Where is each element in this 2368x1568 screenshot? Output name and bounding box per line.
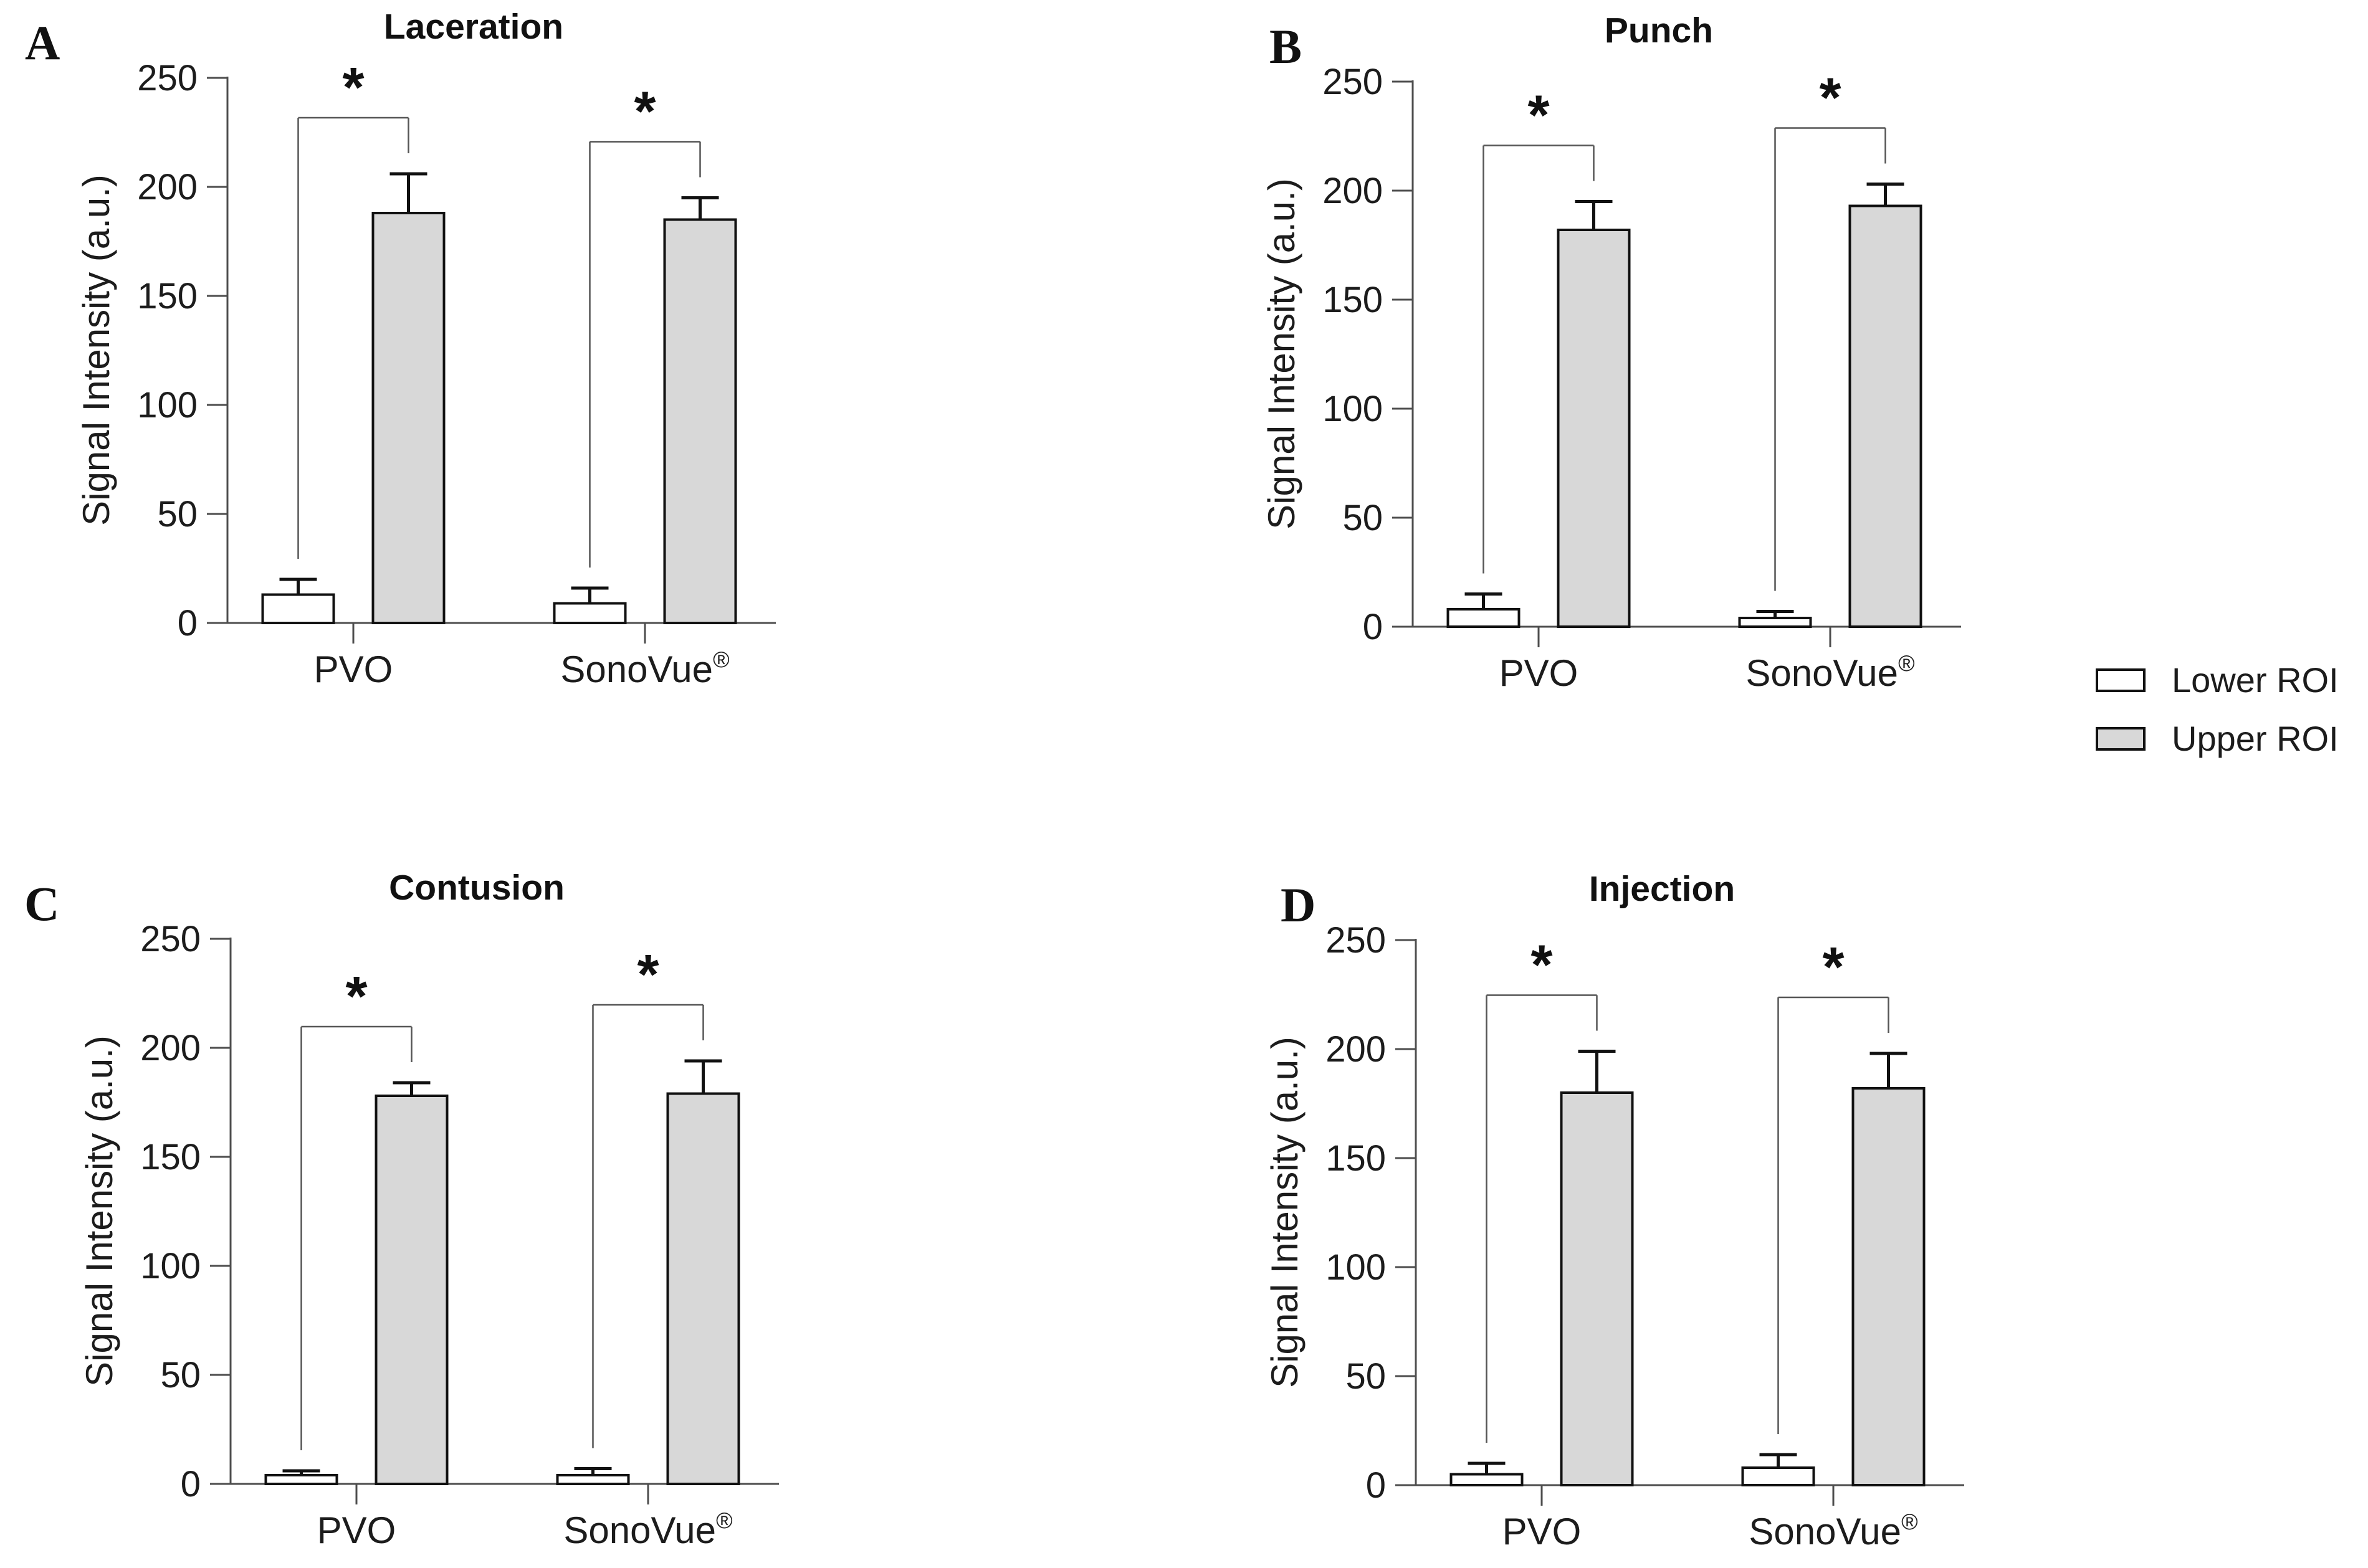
panel-letter: B bbox=[1269, 19, 1302, 74]
x-category-label: PVO bbox=[1502, 1511, 1582, 1552]
chart-laceration: A Laceration 0 50 100 150 200 250 Signal Intensi… bbox=[25, 7, 776, 690]
y-tick-label: 250 bbox=[1322, 62, 1383, 102]
y-tick-label: 0 bbox=[1363, 607, 1383, 647]
panel-title: Laceration bbox=[384, 7, 563, 47]
bar-lower-roi bbox=[1449, 1473, 1524, 1486]
y-tick-label: 0 bbox=[1366, 1465, 1386, 1506]
legend-swatch-lower-roi bbox=[2096, 668, 2146, 692]
x-category-label: PVO bbox=[1499, 652, 1578, 694]
significance-asterisk: * bbox=[342, 57, 364, 119]
bar-upper-roi bbox=[666, 1092, 740, 1485]
significance-asterisk: * bbox=[345, 966, 367, 1028]
significance-asterisk: * bbox=[1822, 936, 1844, 999]
chart-injection: D Injection 0 50 100 150 200 250 Signal Intensit… bbox=[1264, 869, 1964, 1552]
legend-item-lower-roi: Lower ROI bbox=[2096, 662, 2339, 699]
panel-title: Punch bbox=[1605, 11, 1713, 50]
legend-label-upper-roi: Upper ROI bbox=[2172, 719, 2339, 758]
y-tick-label: 100 bbox=[1325, 1247, 1386, 1288]
y-tick-label: 100 bbox=[140, 1246, 201, 1286]
bar-lower-roi bbox=[1741, 1466, 1815, 1486]
y-tick-label: 100 bbox=[1322, 389, 1383, 429]
significance-asterisk: * bbox=[637, 944, 659, 1006]
bar-upper-roi bbox=[1848, 204, 1922, 628]
significance-asterisk: * bbox=[1527, 85, 1549, 147]
panel-laceration: A Laceration 0 50 100 150 200 250 Signal Intensi… bbox=[0, 0, 904, 723]
significance-asterisk: * bbox=[634, 81, 656, 143]
bar-lower-roi bbox=[261, 593, 335, 624]
y-tick-label: 200 bbox=[1322, 171, 1383, 211]
x-category-label: SonoVue® bbox=[563, 1508, 732, 1551]
y-axis-label: Signal Intensity (a.u.) bbox=[1264, 1037, 1306, 1388]
bar-lower-roi bbox=[264, 1474, 338, 1485]
bar-lower-roi bbox=[1446, 608, 1521, 628]
bar-upper-roi bbox=[371, 212, 446, 624]
significance-asterisk: * bbox=[1819, 67, 1841, 130]
y-axis-label: Signal Intensity (a.u.) bbox=[79, 1035, 120, 1387]
y-tick-label: 200 bbox=[137, 167, 198, 207]
panel-letter: D bbox=[1281, 878, 1315, 932]
y-tick-label: 150 bbox=[1325, 1138, 1386, 1179]
y-axis-label: Signal Intensity (a.u.) bbox=[1261, 178, 1302, 530]
panel-injection: D Injection 0 50 100 150 200 250 Signal Intensit… bbox=[1188, 862, 2092, 1568]
chart-contusion: C Contusion 0 50 100 150 200 250 Signal Intensit… bbox=[24, 868, 779, 1551]
x-category-label: PVO bbox=[317, 1509, 396, 1551]
panel-letter: A bbox=[25, 16, 60, 70]
panel-title: Injection bbox=[1589, 869, 1735, 909]
legend: Lower ROI Upper ROI bbox=[2096, 662, 2339, 758]
y-tick-label: 150 bbox=[1322, 280, 1383, 320]
y-tick-label: 50 bbox=[157, 494, 198, 535]
y-tick-label: 50 bbox=[1345, 1356, 1386, 1397]
y-axis-label: Signal Intensity (a.u.) bbox=[75, 174, 117, 526]
bar-upper-roi bbox=[375, 1095, 449, 1485]
y-tick-label: 250 bbox=[1325, 920, 1386, 961]
bar-upper-roi bbox=[663, 218, 737, 624]
panel-punch: B Punch 0 50 100 150 200 250 Signal Intensity (a… bbox=[1185, 4, 2089, 726]
y-tick-label: 200 bbox=[140, 1028, 201, 1068]
x-category-label: SonoVue® bbox=[560, 647, 729, 690]
y-tick-label: 100 bbox=[137, 385, 198, 425]
y-tick-label: 0 bbox=[181, 1464, 201, 1504]
y-tick-label: 50 bbox=[1342, 498, 1383, 538]
bar-lower-roi bbox=[553, 602, 627, 624]
x-category-label: SonoVue® bbox=[1745, 650, 1914, 694]
bar-upper-roi bbox=[1560, 1091, 1634, 1486]
legend-swatch-upper-roi bbox=[2096, 727, 2146, 751]
bar-upper-roi bbox=[1851, 1087, 1926, 1486]
y-tick-label: 150 bbox=[137, 276, 198, 316]
x-category-label: PVO bbox=[314, 649, 393, 690]
legend-item-upper-roi: Upper ROI bbox=[2096, 720, 2339, 758]
y-tick-label: 150 bbox=[140, 1137, 201, 1177]
significance-asterisk: * bbox=[1530, 934, 1552, 997]
x-category-label: SonoVue® bbox=[1749, 1509, 1917, 1552]
chart-punch: B Punch 0 50 100 150 200 250 Signal Intensity (a… bbox=[1261, 11, 1961, 694]
y-tick-label: 0 bbox=[178, 603, 198, 644]
panel-title: Contusion bbox=[389, 868, 565, 908]
bar-lower-roi bbox=[1738, 617, 1812, 628]
y-tick-label: 50 bbox=[160, 1355, 201, 1395]
bar-upper-roi bbox=[1557, 229, 1631, 628]
bar-lower-roi bbox=[556, 1474, 630, 1485]
y-tick-label: 250 bbox=[140, 919, 201, 959]
y-tick-label: 250 bbox=[137, 58, 198, 98]
legend-label-lower-roi: Lower ROI bbox=[2172, 660, 2339, 700]
y-tick-label: 200 bbox=[1325, 1029, 1386, 1070]
panel-letter: C bbox=[24, 877, 59, 931]
panel-contusion: C Contusion 0 50 100 150 200 250 Signal Intensit… bbox=[3, 861, 907, 1568]
